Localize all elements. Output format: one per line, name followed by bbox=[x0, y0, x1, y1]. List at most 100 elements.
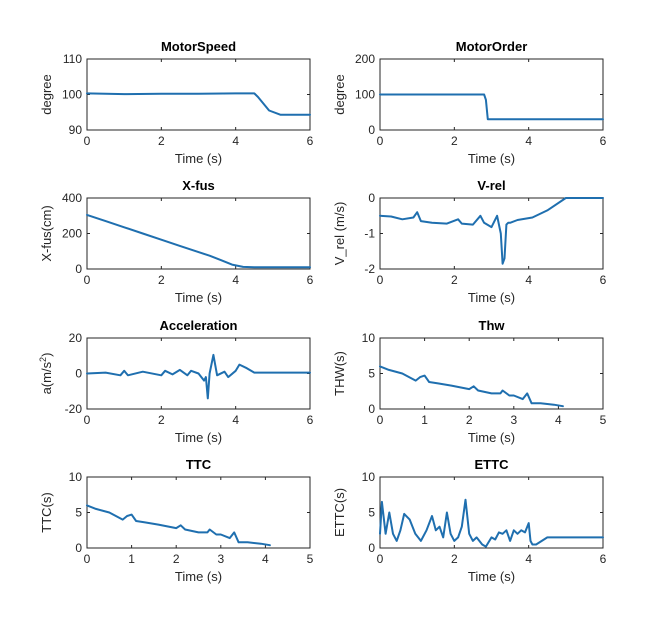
x-axis-label: Time (s) bbox=[175, 151, 222, 166]
y-axis-label: degree bbox=[332, 74, 347, 114]
x-tick-label: 4 bbox=[525, 273, 532, 287]
x-axis-label: Time (s) bbox=[468, 569, 515, 584]
x-tick-label: 2 bbox=[158, 273, 165, 287]
y-tick-label: 0 bbox=[368, 541, 375, 555]
series-line-0 bbox=[86, 353, 311, 400]
x-tick-label: 0 bbox=[84, 273, 91, 287]
y-axis-label: ETTC(s) bbox=[332, 488, 347, 537]
x-tick-label: 0 bbox=[84, 552, 91, 566]
x-tick-label: 2 bbox=[173, 552, 180, 566]
series-line-0 bbox=[379, 498, 604, 548]
x-tick-label: 2 bbox=[451, 552, 458, 566]
x-tick-label: 2 bbox=[466, 413, 473, 427]
x-axis-label: Time (s) bbox=[175, 430, 222, 445]
x-tick-label: 4 bbox=[232, 273, 239, 287]
x-tick-label: 0 bbox=[84, 134, 91, 148]
x-tick-label: 6 bbox=[600, 273, 607, 287]
y-tick-label: 20 bbox=[69, 331, 83, 345]
series-line-0 bbox=[379, 365, 564, 408]
x-tick-label: 4 bbox=[525, 552, 532, 566]
y-axis-label-main: a(m/s bbox=[39, 361, 54, 394]
y-tick-label: 110 bbox=[63, 52, 82, 66]
y-tick-label: 200 bbox=[355, 52, 375, 66]
y-tick-label: 100 bbox=[355, 88, 375, 102]
plot-title: Thw bbox=[479, 318, 506, 333]
axes-box bbox=[86, 197, 311, 270]
y-tick-label: 10 bbox=[69, 470, 83, 484]
axes-box bbox=[379, 197, 604, 270]
y-tick-label: 5 bbox=[368, 367, 375, 381]
x-axis-label: Time (s) bbox=[468, 430, 515, 445]
x-tick-label: 6 bbox=[600, 134, 607, 148]
y-axis-label: degree bbox=[39, 74, 54, 114]
y-tick-label: 0 bbox=[75, 262, 82, 276]
x-tick-label: 4 bbox=[232, 134, 239, 148]
plot-title: ETTC bbox=[475, 457, 510, 472]
series-line-0 bbox=[86, 504, 271, 547]
y-tick-label: -2 bbox=[364, 262, 375, 276]
y-tick-label: 0 bbox=[368, 123, 375, 137]
x-tick-label: 0 bbox=[377, 413, 384, 427]
y-tick-label: 5 bbox=[75, 506, 82, 520]
x-tick-label: 6 bbox=[600, 552, 607, 566]
x-tick-label: 0 bbox=[377, 273, 384, 287]
x-axis-label: Time (s) bbox=[175, 569, 222, 584]
y-axis-label-end: ) bbox=[39, 353, 54, 357]
y-tick-label: 10 bbox=[362, 331, 376, 345]
series-line-0 bbox=[379, 197, 604, 265]
x-tick-label: 1 bbox=[128, 552, 135, 566]
x-tick-label: 0 bbox=[377, 552, 384, 566]
series-line-0 bbox=[86, 92, 311, 116]
x-tick-label: 2 bbox=[451, 134, 458, 148]
subplot-ttc: 0 1 2 3 4 5 0 5 10 TTC Time (s) TTC(s) bbox=[39, 457, 314, 584]
y-axis-label-superscript: 2 bbox=[38, 357, 48, 362]
x-axis-label: Time (s) bbox=[468, 290, 515, 305]
y-tick-label: 200 bbox=[62, 227, 82, 241]
x-tick-label: 3 bbox=[510, 413, 517, 427]
plot-title: Acceleration bbox=[159, 318, 237, 333]
x-tick-label: 4 bbox=[555, 413, 562, 427]
subplot-x-fus: 0 2 4 6 0 200 400 X-fus Time (s) X-fus(cm) bbox=[39, 178, 314, 305]
y-tick-label: 0 bbox=[368, 191, 375, 205]
subplot-thw: 0 1 2 3 4 5 0 5 10 Thw Time (s) THW(s) bbox=[332, 318, 607, 445]
x-tick-label: 6 bbox=[307, 413, 314, 427]
y-tick-label: 0 bbox=[75, 367, 82, 381]
x-tick-label: 4 bbox=[525, 134, 532, 148]
y-axis-label: X-fus(cm) bbox=[39, 205, 54, 261]
x-tick-label: 2 bbox=[158, 413, 165, 427]
y-axis-label: THW(s) bbox=[332, 351, 347, 396]
x-tick-label: 0 bbox=[84, 413, 91, 427]
x-tick-label: 5 bbox=[307, 552, 314, 566]
y-tick-label: 400 bbox=[62, 191, 82, 205]
series-line-0 bbox=[379, 93, 604, 121]
x-tick-label: 0 bbox=[377, 134, 384, 148]
x-tick-label: 3 bbox=[217, 552, 224, 566]
subplot-motorspeed: 0 2 4 6 90 100 110 MotorSpeed Time (s) degree bbox=[39, 39, 314, 166]
subplot-motororder: 0 2 4 6 0 100 200 MotorOrder Time (s) degree bbox=[332, 39, 607, 166]
y-axis-label: V_rel (m/s) bbox=[332, 202, 347, 266]
series-line-0 bbox=[86, 213, 311, 269]
x-tick-label: 1 bbox=[421, 413, 428, 427]
axes-box bbox=[86, 476, 311, 549]
y-tick-label: 0 bbox=[75, 541, 82, 555]
x-tick-label: 4 bbox=[232, 413, 239, 427]
x-axis-label: Time (s) bbox=[175, 290, 222, 305]
x-tick-label: 6 bbox=[307, 273, 314, 287]
plot-title: TTC bbox=[186, 457, 212, 472]
y-tick-label: -20 bbox=[65, 402, 83, 416]
x-tick-label: 5 bbox=[600, 413, 607, 427]
x-axis-label: Time (s) bbox=[468, 151, 515, 166]
y-tick-label: -1 bbox=[364, 227, 375, 241]
y-tick-label: 90 bbox=[69, 123, 83, 137]
plot-title: MotorOrder bbox=[456, 39, 528, 54]
y-tick-label: 0 bbox=[368, 402, 375, 416]
y-axis-label: a(m/s2) bbox=[38, 353, 54, 395]
y-tick-label: 10 bbox=[362, 470, 376, 484]
plot-title: MotorSpeed bbox=[161, 39, 236, 54]
plot-title: V-rel bbox=[477, 178, 505, 193]
y-tick-label: 100 bbox=[62, 88, 82, 102]
y-tick-label: 5 bbox=[368, 506, 375, 520]
x-tick-label: 4 bbox=[262, 552, 269, 566]
